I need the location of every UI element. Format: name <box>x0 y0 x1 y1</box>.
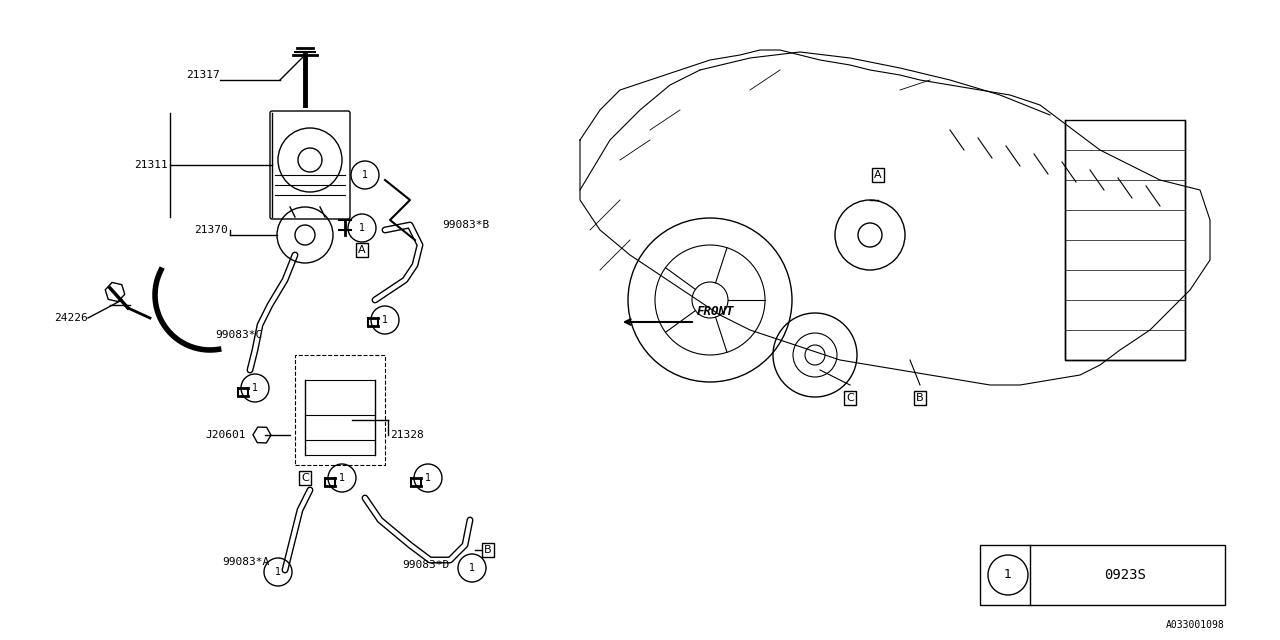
Text: 1: 1 <box>381 315 388 325</box>
Text: 1: 1 <box>275 567 282 577</box>
Text: 99083*A: 99083*A <box>221 557 269 567</box>
Text: 99083*C: 99083*C <box>215 330 262 340</box>
Text: 24226: 24226 <box>54 313 88 323</box>
Text: C: C <box>846 393 854 403</box>
Text: B: B <box>916 393 924 403</box>
Text: B: B <box>484 545 492 555</box>
Text: 21317: 21317 <box>187 70 220 80</box>
Text: 21311: 21311 <box>134 160 168 170</box>
Bar <box>980 545 1225 605</box>
Text: J20601: J20601 <box>205 430 246 440</box>
Text: 1: 1 <box>339 473 346 483</box>
Text: 1: 1 <box>362 170 369 180</box>
FancyBboxPatch shape <box>270 111 349 219</box>
Text: FRONT: FRONT <box>698 305 735 318</box>
Text: A: A <box>874 170 882 180</box>
Text: 99083*B: 99083*B <box>442 220 489 230</box>
Text: 1: 1 <box>252 383 259 393</box>
Text: 21370: 21370 <box>195 225 228 235</box>
Text: 1: 1 <box>425 473 431 483</box>
Text: A033001098: A033001098 <box>1166 620 1225 630</box>
Text: 1: 1 <box>1004 568 1012 582</box>
Text: 99083*D: 99083*D <box>402 560 449 570</box>
Text: 21328: 21328 <box>390 430 424 440</box>
Text: C: C <box>301 473 308 483</box>
Text: A: A <box>358 245 366 255</box>
Text: 0923S: 0923S <box>1105 568 1146 582</box>
Text: 1: 1 <box>358 223 365 233</box>
Bar <box>294 355 385 465</box>
Bar <box>1065 120 1185 360</box>
Text: 1: 1 <box>468 563 475 573</box>
